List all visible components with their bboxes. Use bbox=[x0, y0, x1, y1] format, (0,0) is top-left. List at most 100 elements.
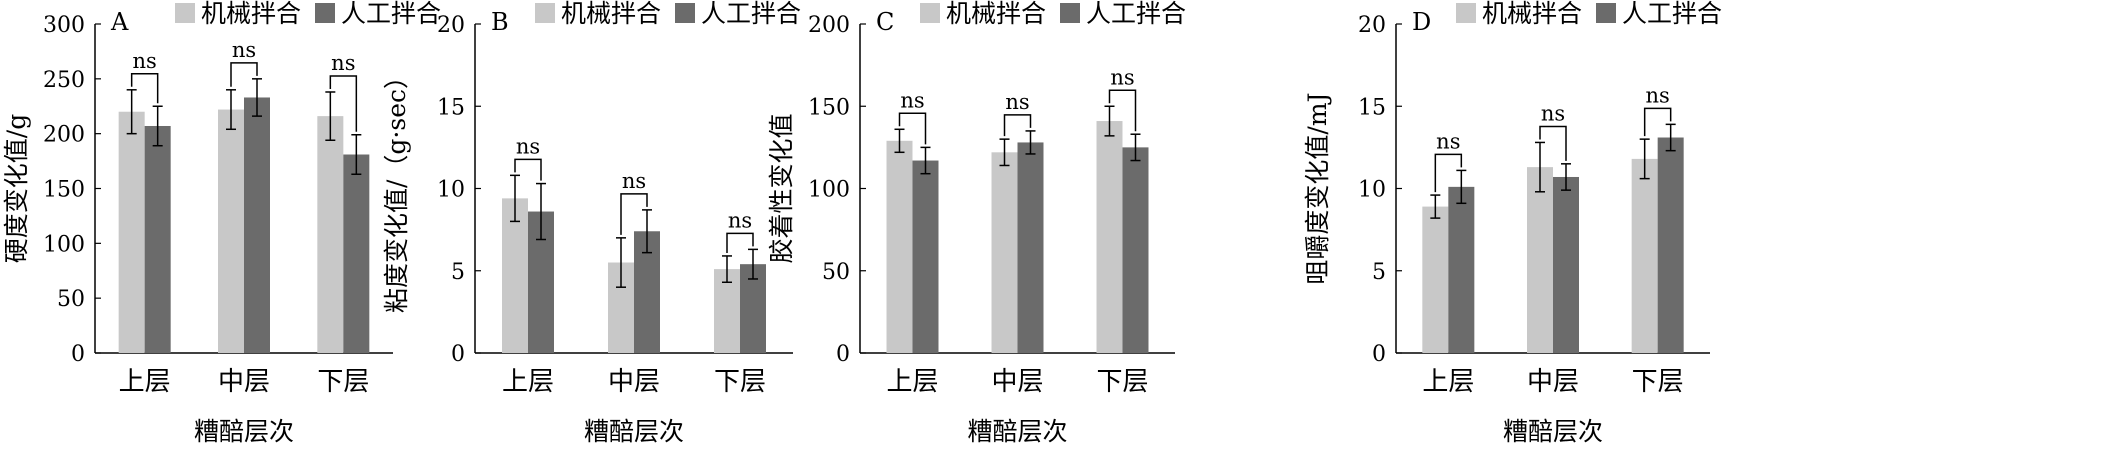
panel-C: 0 50 100 150 200 胶着性变化值 C 机械拌合 人工拌合 ns 上层 ns 中层 ns 下层糟… bbox=[767, 0, 1186, 446]
bar-人工拌合-中层 bbox=[244, 97, 270, 353]
significance-label: ns bbox=[900, 88, 924, 112]
significance-bracket bbox=[329, 75, 358, 132]
y-tick-label: 0 bbox=[71, 342, 85, 367]
significance-bracket bbox=[726, 232, 754, 253]
x-tick-label: 上层 bbox=[119, 367, 171, 397]
bar-机械拌合-上层 bbox=[502, 198, 528, 353]
y-tick-label: 150 bbox=[43, 178, 85, 203]
significance-label: ns bbox=[1005, 90, 1029, 114]
x-tick-label: 上层 bbox=[886, 367, 938, 397]
x-tick-label: 下层 bbox=[714, 367, 766, 397]
legend-swatch-1 bbox=[175, 3, 195, 23]
y-tick-label: 20 bbox=[437, 13, 465, 38]
legend-swatch-1 bbox=[1456, 3, 1476, 23]
panel-D: 0 5 10 15 20 咀嚼度变化值/mJ D 机械拌合 人工拌合 ns 上层 ns 中层 ns 下层糟醅… bbox=[1303, 0, 1722, 446]
legend-swatch-1 bbox=[535, 3, 555, 23]
legend-label-1: 机械拌合 bbox=[561, 0, 661, 28]
legend-label-1: 机械拌合 bbox=[201, 0, 301, 28]
significance-label: ns bbox=[728, 208, 752, 232]
legend-swatch-2 bbox=[1060, 3, 1080, 23]
x-tick-label: 下层 bbox=[317, 367, 369, 397]
significance-label: ns bbox=[1646, 83, 1670, 107]
significance-label: ns bbox=[232, 38, 256, 62]
y-tick-label: 5 bbox=[1372, 260, 1386, 285]
y-tick-label: 250 bbox=[43, 68, 85, 93]
significance-label: ns bbox=[516, 134, 540, 158]
y-tick-label: 200 bbox=[43, 123, 85, 148]
y-tick-label: 15 bbox=[1358, 95, 1386, 120]
legend-label-2: 人工拌合 bbox=[1622, 0, 1722, 28]
y-axis-title: 粘度变化值/（g·sec） bbox=[382, 64, 411, 313]
legend-swatch-2 bbox=[675, 3, 695, 23]
significance-bracket bbox=[1434, 153, 1463, 193]
y-tick-label: 0 bbox=[1372, 342, 1386, 367]
significance-label: ns bbox=[1110, 65, 1134, 89]
legend-swatch-1 bbox=[920, 3, 940, 23]
legend-label-1: 机械拌合 bbox=[1482, 0, 1582, 28]
bar-机械拌合-下层 bbox=[1631, 158, 1658, 353]
y-tick-label: 15 bbox=[437, 95, 465, 120]
bar-人工拌合-下层 bbox=[343, 154, 370, 353]
legend-label-2: 人工拌合 bbox=[1086, 0, 1186, 28]
bar-人工拌合-中层 bbox=[1553, 176, 1579, 353]
bar-人工拌合-上层 bbox=[1448, 186, 1475, 353]
bar-人工拌合-中层 bbox=[1017, 142, 1044, 353]
bar-机械拌合-中层 bbox=[991, 152, 1018, 353]
bar-机械拌合-下层 bbox=[1096, 121, 1123, 354]
y-axis-title: 胶着性变化值 bbox=[767, 113, 796, 263]
legend-swatch-2 bbox=[1596, 3, 1616, 23]
x-axis-title: 糟醅层次 bbox=[584, 417, 684, 446]
bar-人工拌合-上层 bbox=[144, 125, 171, 354]
y-tick-label: 10 bbox=[437, 178, 465, 203]
significance-bracket bbox=[898, 112, 927, 145]
bar-机械拌合-下层 bbox=[317, 116, 344, 354]
y-tick-label: 300 bbox=[43, 13, 85, 38]
bar-机械拌合-上层 bbox=[886, 140, 913, 353]
legend-label-2: 人工拌合 bbox=[341, 0, 441, 28]
x-tick-label: 下层 bbox=[1096, 367, 1148, 397]
significance-label: ns bbox=[133, 49, 157, 73]
x-tick-label: 上层 bbox=[1422, 367, 1474, 397]
significance-label: ns bbox=[1436, 129, 1460, 153]
significance-bracket bbox=[230, 62, 258, 87]
y-tick-label: 0 bbox=[451, 342, 465, 367]
panel-A: 0 50 100 150 200 250 300 硬度变化值/g A 机械拌合 人工拌合 ns 上层 ns… bbox=[2, 0, 441, 446]
panel-letter: D bbox=[1412, 8, 1431, 36]
legend-label-2: 人工拌合 bbox=[701, 0, 801, 28]
y-tick-label: 50 bbox=[822, 260, 850, 285]
x-tick-label: 下层 bbox=[1632, 367, 1684, 397]
x-tick-label: 中层 bbox=[218, 367, 270, 397]
bar-人工拌合-下层 bbox=[1122, 147, 1149, 353]
bar-人工拌合-下层 bbox=[1657, 137, 1684, 353]
significance-bracket bbox=[1643, 107, 1672, 137]
y-tick-label: 10 bbox=[1358, 178, 1386, 203]
bar-机械拌合-上层 bbox=[1422, 206, 1449, 353]
y-tick-label: 5 bbox=[451, 260, 465, 285]
x-axis-title: 糟醅层次 bbox=[967, 417, 1067, 446]
bar-机械拌合-上层 bbox=[118, 111, 145, 353]
y-tick-label: 20 bbox=[1358, 13, 1386, 38]
y-tick-label: 50 bbox=[57, 287, 85, 312]
y-tick-label: 150 bbox=[808, 95, 850, 120]
significance-label: ns bbox=[1541, 101, 1565, 125]
significance-bracket bbox=[620, 193, 648, 235]
panel-B: 0 5 10 15 20 粘度变化值/（g·sec） B 机械拌合 人工拌合 ns 上层 ns 中层 ns… bbox=[382, 0, 801, 446]
significance-label: ns bbox=[622, 169, 646, 193]
significance-bracket bbox=[1108, 89, 1137, 132]
x-axis-title: 糟醅层次 bbox=[194, 417, 294, 446]
x-tick-label: 中层 bbox=[608, 367, 660, 397]
y-tick-label: 100 bbox=[808, 178, 850, 203]
significance-label: ns bbox=[331, 51, 355, 75]
legend-swatch-2 bbox=[315, 3, 335, 23]
panel-letter: A bbox=[110, 8, 129, 36]
bar-机械拌合-下层 bbox=[714, 269, 740, 353]
y-axis-title: 硬度变化值/g bbox=[2, 114, 31, 263]
legend-label-1: 机械拌合 bbox=[946, 0, 1046, 28]
x-axis-title: 糟醅层次 bbox=[1503, 417, 1603, 446]
x-tick-label: 中层 bbox=[991, 367, 1043, 397]
bar-人工拌合-上层 bbox=[912, 160, 939, 353]
panel-letter: C bbox=[876, 8, 894, 36]
x-tick-label: 上层 bbox=[502, 367, 554, 397]
